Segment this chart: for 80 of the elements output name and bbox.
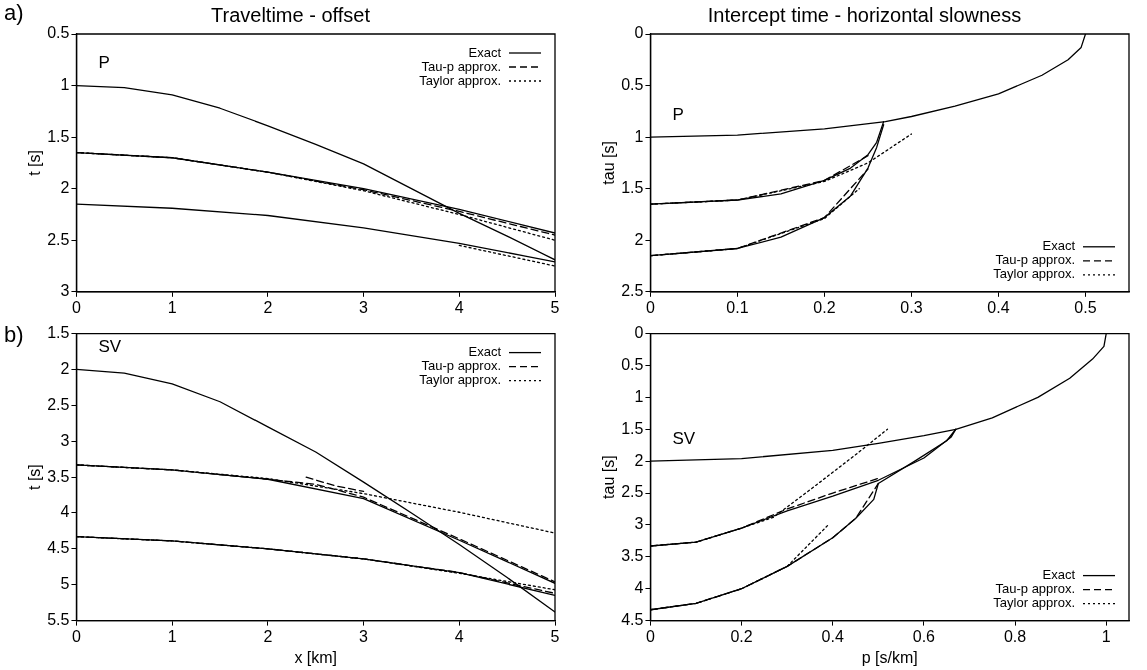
chart-title: Traveltime - offset xyxy=(211,3,371,26)
y-tick-label: 4 xyxy=(60,503,70,521)
y-tick-label: 1 xyxy=(634,127,644,145)
x-tick-label: 1 xyxy=(167,627,177,645)
chart-title: Intercept time - horizontal slowness xyxy=(707,3,1022,26)
x-tick-label: 2 xyxy=(263,627,273,645)
y-tick-label: 0.5 xyxy=(621,75,644,93)
y-tick-label: 0 xyxy=(634,324,644,342)
y-tick-label: 5.5 xyxy=(47,611,70,629)
y-tick-label: 4 xyxy=(634,579,644,597)
y-tick-label: 3.5 xyxy=(621,547,644,565)
legend-label: Exact xyxy=(468,344,502,360)
x-axis-title: x [km] xyxy=(294,648,338,666)
y-axis-title: t [s] xyxy=(26,150,44,176)
x-tick-label: 0.5 xyxy=(1074,298,1097,316)
y-tick-label: 2.5 xyxy=(47,230,70,248)
legend-label: Tau-p approx. xyxy=(995,252,1075,268)
legend-label: Exact xyxy=(468,44,502,60)
y-tick-label: 3.5 xyxy=(47,467,70,485)
y-tick-label: 2.5 xyxy=(47,395,70,413)
annotation: P xyxy=(98,53,110,73)
y-tick-label: 4.5 xyxy=(47,539,70,557)
legend-label: Exact xyxy=(1042,567,1076,583)
x-tick-label: 3 xyxy=(359,298,369,316)
x-tick-label: 0.6 xyxy=(912,627,936,645)
y-tick-label: 1 xyxy=(60,75,70,93)
x-tick-label: 3 xyxy=(359,627,369,645)
x-tick-label: 0.4 xyxy=(821,627,844,645)
y-tick-label: 2.5 xyxy=(621,282,644,300)
y-tick-label: 3 xyxy=(60,431,70,449)
x-tick-label: 0.2 xyxy=(730,627,753,645)
x-tick-label: 0 xyxy=(71,298,81,316)
annotation: P xyxy=(672,104,684,124)
x-tick-label: 4 xyxy=(454,298,464,316)
y-tick-label: 0.5 xyxy=(621,355,644,373)
y-tick-label: 1.5 xyxy=(621,419,644,437)
legend-label: Tau-p approx. xyxy=(421,358,501,374)
legend-label: Tau-p approx. xyxy=(995,581,1075,597)
text: b) xyxy=(4,322,24,348)
annotation: SV xyxy=(672,428,696,448)
y-tick-label: 5 xyxy=(60,575,70,593)
y-tick-label: 2 xyxy=(60,179,70,197)
y-tick-label: 1.5 xyxy=(47,324,70,342)
y-tick-label: 2.5 xyxy=(621,483,644,501)
y-axis-title: tau [s] xyxy=(600,455,618,499)
x-tick-label: 1 xyxy=(167,298,177,316)
legend-label: Tau-p approx. xyxy=(421,58,501,74)
x-tick-label: 0.8 xyxy=(1003,627,1027,645)
x-tick-label: 0.2 xyxy=(813,298,836,316)
x-tick-label: 0.3 xyxy=(900,298,923,316)
y-tick-label: 0 xyxy=(634,24,644,42)
text: a) xyxy=(4,0,24,26)
x-tick-label: 0 xyxy=(645,627,655,645)
y-tick-label: 1 xyxy=(634,387,644,405)
legend-label: Exact xyxy=(1042,238,1076,254)
x-tick-label: 5 xyxy=(550,298,560,316)
y-tick-label: 1.5 xyxy=(47,127,70,145)
y-tick-label: 2 xyxy=(60,359,70,377)
y-tick-label: 4.5 xyxy=(621,611,644,629)
y-axis-title: t [s] xyxy=(26,464,44,490)
y-tick-label: 0.5 xyxy=(47,24,70,42)
legend-label: Taylor approx. xyxy=(993,266,1075,282)
x-tick-label: 0 xyxy=(71,627,81,645)
y-tick-label: 3 xyxy=(60,282,70,300)
y-tick-label: 2 xyxy=(634,230,644,248)
x-tick-label: 5 xyxy=(550,627,560,645)
x-tick-label: 0 xyxy=(645,298,655,316)
x-axis-title: p [s/km] xyxy=(861,648,918,666)
x-tick-label: 2 xyxy=(263,298,273,316)
legend-label: Taylor approx. xyxy=(993,595,1075,611)
legend-label: Taylor approx. xyxy=(419,372,501,388)
x-tick-label: 0.4 xyxy=(987,298,1010,316)
x-tick-label: 1 xyxy=(1101,627,1111,645)
x-tick-label: 4 xyxy=(454,627,464,645)
x-tick-label: 0.1 xyxy=(726,298,749,316)
annotation: SV xyxy=(98,337,122,357)
y-tick-label: 2 xyxy=(634,451,644,469)
y-tick-label: 3 xyxy=(634,515,644,533)
y-tick-label: 1.5 xyxy=(621,179,644,197)
y-axis-title: tau [s] xyxy=(600,141,618,185)
